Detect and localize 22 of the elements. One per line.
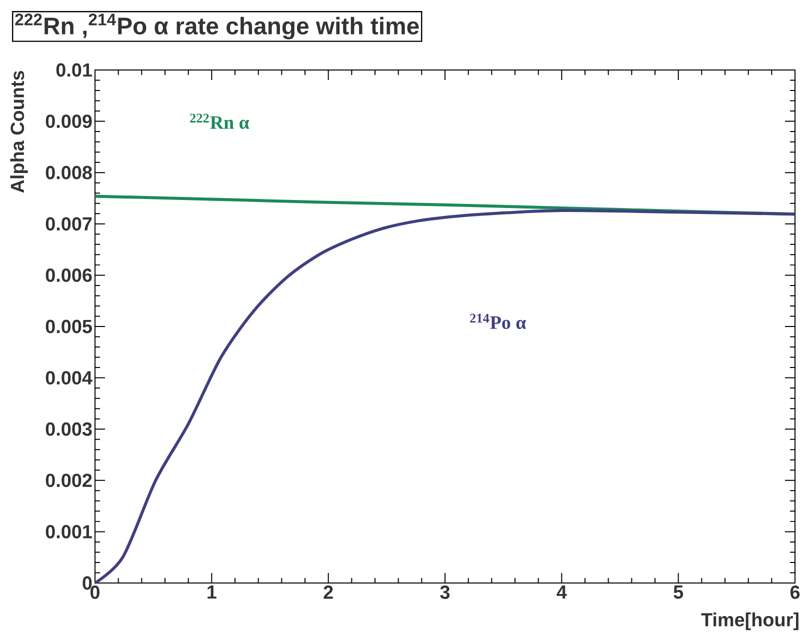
y-tick-label: 0.005 [46, 320, 92, 334]
x-tick-label: 1 [208, 586, 216, 599]
y-tick-label: 0.007 [46, 217, 92, 231]
y-tick-label: 0.001 [46, 524, 92, 538]
y-tick-label: 0.006 [46, 268, 92, 282]
x-axis-title: Time[hour] [701, 612, 798, 630]
y-tick-label: 0.003 [46, 422, 92, 436]
y-tick-label: 0.002 [46, 474, 92, 488]
x-tick-label: 3 [440, 586, 450, 599]
y-tick-label: 0 [82, 576, 92, 590]
chart-title: $^{222}$Rn ,$^{214}$Po α rate change with time [15, 14, 419, 40]
x-tick-label: 2 [324, 586, 333, 599]
x-tick-label: 4 [556, 586, 567, 599]
x-tick-label: 6 [790, 586, 800, 599]
y-tick-label: 0.009 [46, 114, 92, 128]
text: $^{214}$Po α [470, 314, 526, 329]
y-tick-label: 0.008 [46, 166, 92, 180]
text: $^{222}$Rn α [190, 114, 250, 129]
y-tick-label: 0.004 [46, 371, 92, 384]
y-tick-label: 0.01 [56, 63, 92, 77]
x-tick-label: 5 [674, 586, 684, 599]
y-axis-title: Alpha Counts [10, 70, 28, 193]
